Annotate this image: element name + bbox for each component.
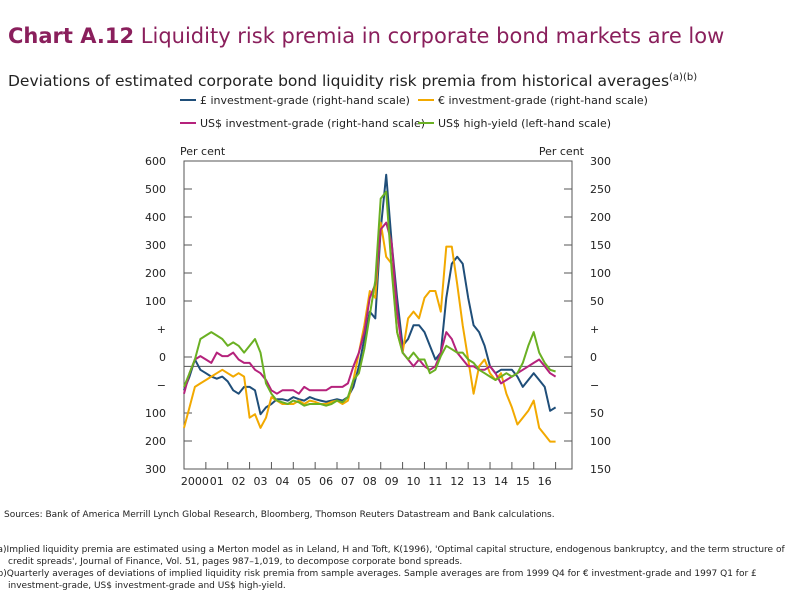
- right-tick-label: −: [590, 379, 599, 392]
- right-tick-label: 0: [590, 351, 597, 364]
- x-tick-label: 01: [210, 475, 224, 488]
- left-tick-label: 300: [145, 463, 166, 476]
- right-tick-label: +: [590, 323, 599, 336]
- sources-note: Sources: Bank of America Merrill Lynch G…: [4, 510, 555, 520]
- x-tick-label: 2000: [181, 475, 209, 488]
- x-tick-label: 07: [341, 475, 355, 488]
- x-tick-label: 04: [275, 475, 289, 488]
- legend-label-2: € investment-grade (right-hand scale): [438, 94, 648, 107]
- right-tick-label: 50: [590, 407, 604, 420]
- footnote-a-line1: (a)Implied liquidity premia are estimate…: [0, 545, 785, 555]
- x-tick-label: 10: [407, 475, 421, 488]
- right-tick-label: 250: [590, 183, 611, 196]
- chart-number: Chart A.12: [8, 24, 135, 48]
- series-line-2: [183, 221, 556, 443]
- x-tick-label: 14: [494, 475, 508, 488]
- left-tick-label: 400: [145, 211, 166, 224]
- right-axis-label: Per cent: [539, 145, 585, 158]
- left-tick-label: −: [157, 379, 166, 392]
- right-tick-label: 300: [590, 155, 611, 168]
- x-tick-label: 05: [297, 475, 311, 488]
- chart-subtitle: Deviations of estimated corporate bond l…: [8, 72, 697, 90]
- right-tick-label: 100: [590, 267, 611, 280]
- chart-subtitle-text: Deviations of estimated corporate bond l…: [8, 72, 670, 91]
- line-chart: Per cent Per cent600500400300200100+0−100…: [145, 94, 648, 488]
- left-tick-label: 500: [145, 183, 166, 196]
- left-tick-label: 100: [145, 295, 166, 308]
- right-tick-label: 100: [590, 435, 611, 448]
- series-line-4: [183, 190, 556, 407]
- x-tick-label: 16: [538, 475, 552, 488]
- x-tick-label: 09: [385, 475, 399, 488]
- legend-label-4: US$ high-yield (left-hand scale): [438, 117, 611, 130]
- footnote-a-line2: credit spreads', Journal of Finance, Vol…: [8, 557, 463, 567]
- left-tick-label: 300: [145, 239, 166, 252]
- right-tick-label: 150: [590, 463, 611, 476]
- chart-title: Chart A.12 Liquidity risk premia in corp…: [8, 24, 724, 48]
- x-tick-label: 13: [472, 475, 486, 488]
- series-line-3: [183, 221, 557, 395]
- x-tick-label: 15: [516, 475, 530, 488]
- footnote-marks: (a)(b): [669, 72, 698, 83]
- plot-frame: [183, 160, 573, 470]
- left-tick-label: 200: [145, 267, 166, 280]
- footnotes: (a)Implied liquidity premia are estimate…: [0, 544, 794, 592]
- right-tick-label: 200: [590, 211, 611, 224]
- left-tick-label: +: [157, 323, 166, 336]
- x-tick-label: 02: [232, 475, 246, 488]
- footnote-b-line1: (b)Quarterly averages of deviations of i…: [0, 569, 757, 579]
- x-tick-label: 03: [254, 475, 268, 488]
- legend-label-3: US$ investment-grade (right-hand scale): [200, 117, 425, 130]
- right-tick-label: 150: [590, 239, 611, 252]
- x-tick-label: 12: [450, 475, 464, 488]
- x-tick-label: 06: [319, 475, 333, 488]
- chart-title-text: Liquidity risk premia in corporate bond …: [140, 24, 725, 48]
- left-tick-label: 0: [159, 351, 166, 364]
- left-tick-label: 100: [145, 407, 166, 420]
- x-tick-label: 11: [428, 475, 442, 488]
- left-tick-label: 600: [145, 155, 166, 168]
- right-tick-label: 50: [590, 295, 604, 308]
- left-tick-label: 200: [145, 435, 166, 448]
- footnote-b-line2: investment-grade, US$ investment-grade a…: [8, 581, 286, 591]
- x-tick-label: 08: [363, 475, 377, 488]
- legend-label-1: £ investment-grade (right-hand scale): [200, 94, 410, 107]
- left-axis-label: Per cent: [180, 145, 226, 158]
